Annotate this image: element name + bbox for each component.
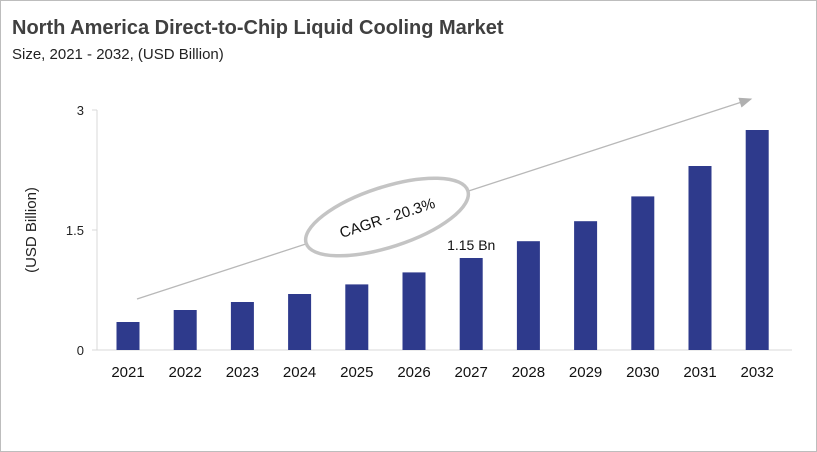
bar-2027 xyxy=(459,258,483,350)
y-tick-label: 1.5 xyxy=(66,223,84,238)
y-axis-label: (USD Billion) xyxy=(23,187,40,273)
x-tick-label: 2031 xyxy=(683,364,716,381)
x-tick-label: 2023 xyxy=(226,364,259,381)
x-tick-label: 2030 xyxy=(626,364,659,381)
bar-2032 xyxy=(745,130,769,350)
x-tick-label: 2032 xyxy=(741,364,774,381)
x-tick-label: 2022 xyxy=(169,364,202,381)
cagr-ellipse xyxy=(303,176,471,258)
bar-2030 xyxy=(631,196,655,350)
x-tick-label: 2028 xyxy=(512,364,545,381)
y-tick-label: 3 xyxy=(77,103,84,118)
bar-2028 xyxy=(516,241,540,350)
chart-subtitle: Size, 2021 - 2032, (USD Billion) xyxy=(12,46,224,63)
chart-title: North America Direct-to-Chip Liquid Cool… xyxy=(12,17,504,39)
bar-2021 xyxy=(116,322,140,350)
x-tick-label: 2029 xyxy=(569,364,602,381)
bar-2022 xyxy=(173,310,197,350)
x-tick-label: 2021 xyxy=(111,364,144,381)
x-tick-label: 2024 xyxy=(283,364,316,381)
bar-2025 xyxy=(345,284,369,350)
x-tick-label: 2025 xyxy=(340,364,373,381)
x-tick-label: 2027 xyxy=(455,364,488,381)
x-tick-label: 2026 xyxy=(397,364,430,381)
y-tick-label: 0 xyxy=(77,343,84,358)
bar-2029 xyxy=(574,221,598,350)
bar-2026 xyxy=(402,272,426,350)
data-label-2027: 1.15 Bn xyxy=(447,237,495,253)
bar-2023 xyxy=(230,302,254,350)
bar-2031 xyxy=(688,166,712,350)
bar-2024 xyxy=(288,294,312,350)
